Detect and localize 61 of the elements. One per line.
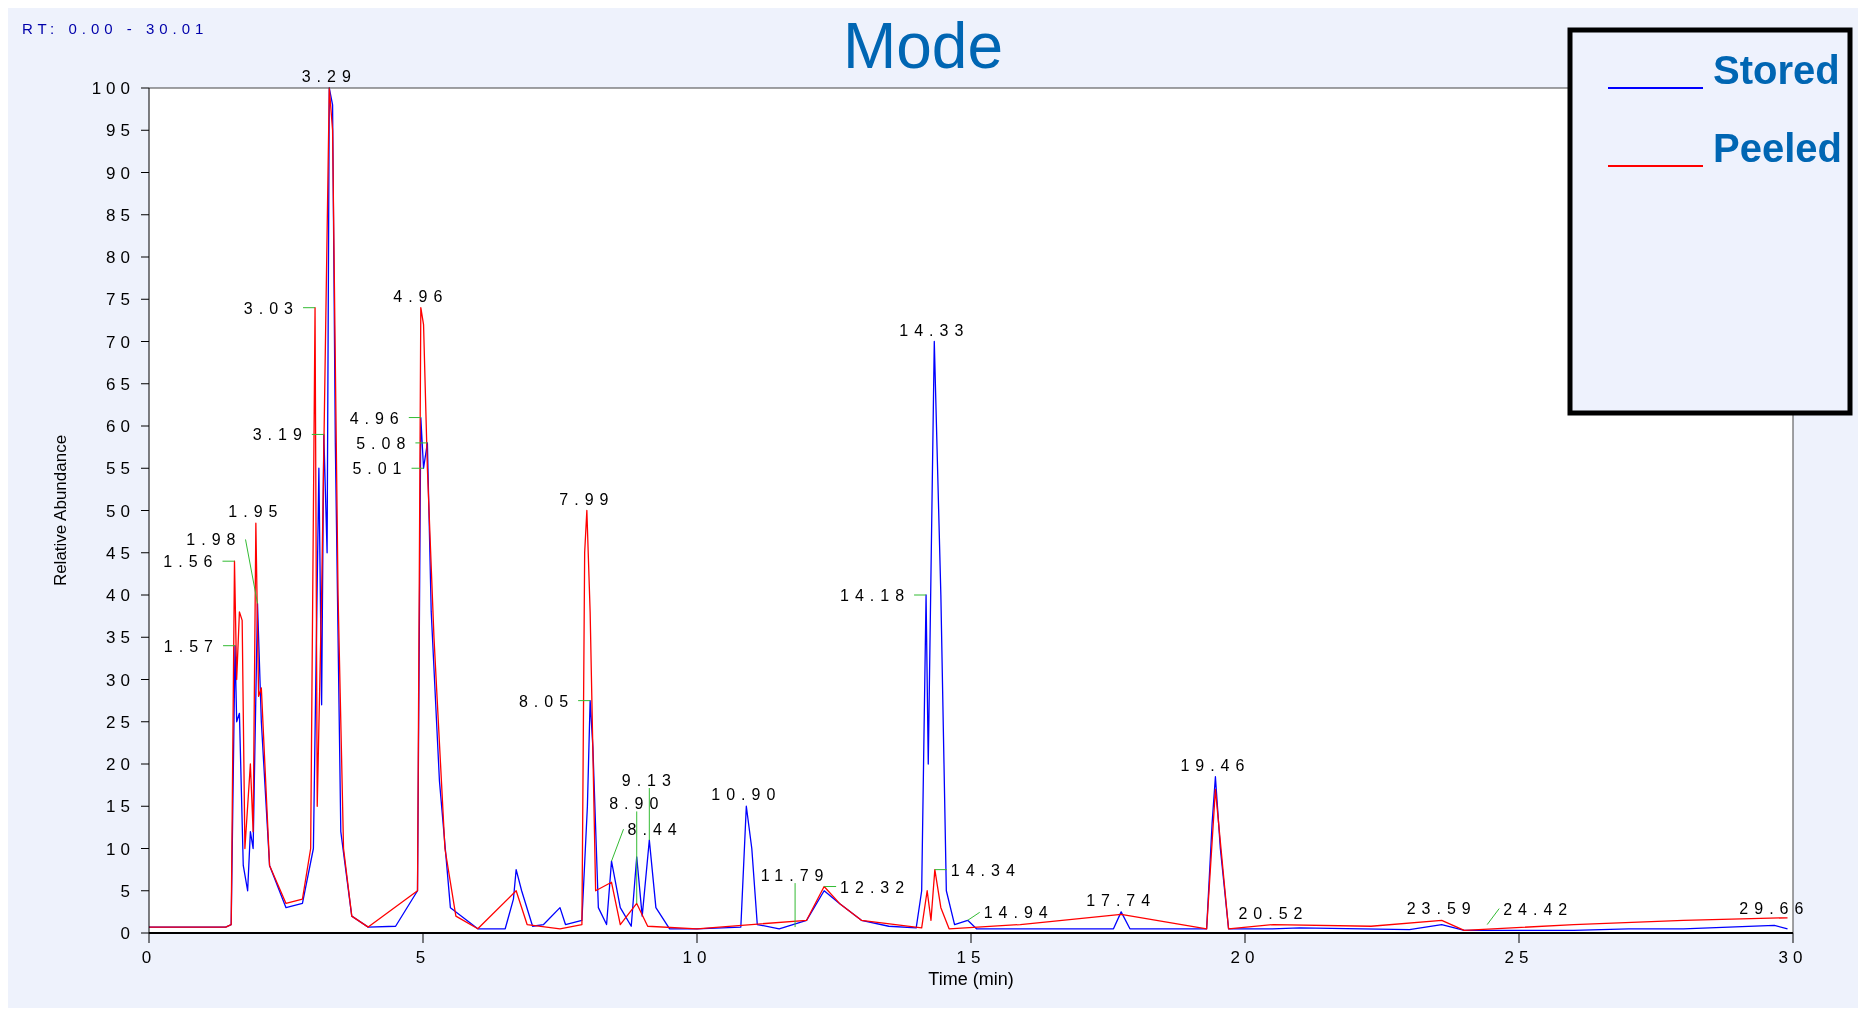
y-tick-label: 70 xyxy=(106,332,135,352)
annotation: 4.96 xyxy=(349,409,405,427)
annotation: 24.42 xyxy=(1503,900,1574,918)
annotation: 3.29 xyxy=(301,68,357,85)
y-tick-label: 25 xyxy=(106,712,135,732)
annotation: 8.05 xyxy=(518,692,575,710)
x-axis-title: Time (min) xyxy=(928,969,1014,989)
annotation: 9.13 xyxy=(621,772,677,790)
x-tick-label: 0 xyxy=(141,948,157,967)
y-tick-label: 90 xyxy=(106,163,135,183)
y-tick-label: 40 xyxy=(106,586,135,605)
annotation: 1.57 xyxy=(163,637,220,655)
y-tick-label: 75 xyxy=(106,290,135,310)
annotation: 3.19 xyxy=(252,426,308,444)
annotation: 5.01 xyxy=(352,460,408,478)
y-tick-label: 15 xyxy=(106,797,135,817)
y-tick-label: 0 xyxy=(120,924,135,943)
y-tick-label: 10 xyxy=(106,839,135,859)
x-tick-label: 10 xyxy=(682,948,712,967)
y-tick-label: 35 xyxy=(106,628,135,648)
x-tick-label: 5 xyxy=(415,948,431,967)
annotation: 19.46 xyxy=(1180,756,1251,774)
y-tick-label: 55 xyxy=(106,459,135,479)
annotation: 1.98 xyxy=(186,531,242,549)
x-tick-label: 15 xyxy=(956,948,986,967)
y-tick-label: 85 xyxy=(106,205,135,225)
y-tick-label: 65 xyxy=(106,374,135,394)
x-tick-label: 25 xyxy=(1504,948,1534,967)
annotation: 14.94 xyxy=(983,904,1054,922)
annotation: 14.34 xyxy=(950,861,1021,879)
annotation: 11.79 xyxy=(760,867,830,885)
y-axis-title: Relative Abundance xyxy=(51,434,70,587)
y-tick-label: 50 xyxy=(106,501,135,521)
x-tick-label: 30 xyxy=(1778,948,1808,967)
annotation: 20.52 xyxy=(1238,904,1309,922)
y-tick-label: 95 xyxy=(106,121,135,141)
chart-title: Mode xyxy=(842,10,1004,82)
legend-label: Peeled xyxy=(1713,126,1842,170)
x-tick-label: 20 xyxy=(1230,948,1260,967)
annotation: 29.66 xyxy=(1739,900,1810,918)
annotation: 14.33 xyxy=(899,321,970,339)
y-tick-label: 45 xyxy=(106,543,135,563)
annotation: 1.95 xyxy=(228,503,284,521)
y-tick-label: 20 xyxy=(106,755,135,774)
y-tick-label: 5 xyxy=(120,881,135,901)
annotation: 7.99 xyxy=(559,490,615,508)
annotation: 10.90 xyxy=(711,786,782,804)
annotation: 14.18 xyxy=(840,587,911,604)
y-tick-label: 80 xyxy=(106,248,135,267)
annotation: 1.56 xyxy=(163,553,219,571)
annotation: 4.96 xyxy=(393,287,449,305)
annotation: 5.08 xyxy=(356,434,412,452)
annotation: 12.32 xyxy=(840,878,911,896)
annotation: 3.03 xyxy=(243,299,300,317)
y-tick-label: 30 xyxy=(106,670,135,690)
legend-label: Stored xyxy=(1713,48,1840,92)
annotation: 23.59 xyxy=(1406,900,1477,918)
y-tick-label: 60 xyxy=(106,417,135,436)
text: RT: 0.00 - 30.01 xyxy=(22,20,209,37)
annotation: 17.74 xyxy=(1086,891,1157,909)
y-tick-label: 100 xyxy=(91,79,135,98)
